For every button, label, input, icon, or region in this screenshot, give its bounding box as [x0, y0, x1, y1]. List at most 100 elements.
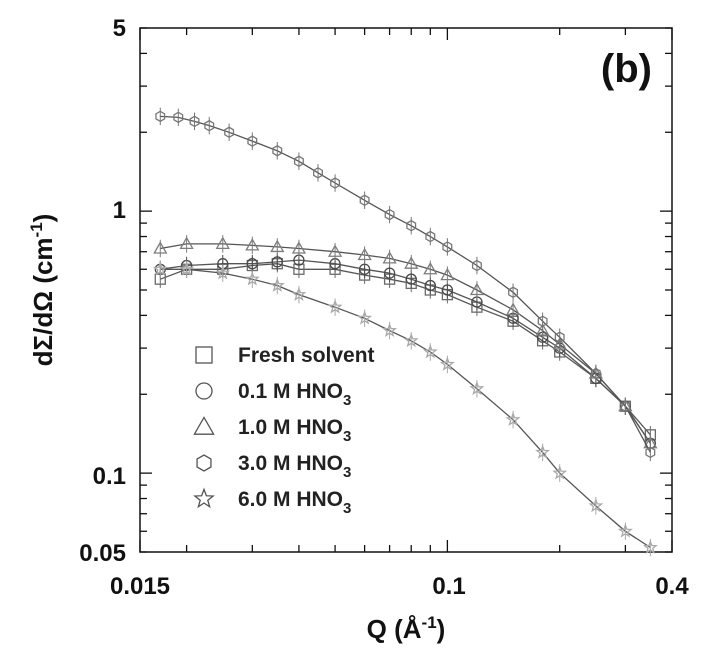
- data-point: [330, 177, 341, 189]
- data-point: [439, 356, 455, 371]
- legend-label-6.0m-main: 6.0 M HNO: [238, 488, 343, 511]
- data-point: [245, 238, 260, 251]
- series-triangle: [153, 235, 658, 453]
- data-point: [422, 344, 438, 359]
- data-point: [442, 241, 453, 253]
- data-point: [403, 332, 419, 348]
- legend-label-fresh: Fresh solvent: [238, 344, 375, 367]
- data-point: [588, 497, 604, 513]
- legend: Fresh solvent 0.1 M HNO3 1.0 M HNO3 3.0 …: [193, 344, 375, 517]
- data-point: [383, 267, 396, 279]
- fit-curve: [160, 263, 651, 436]
- data-point: [617, 523, 633, 538]
- data-point: [358, 263, 371, 275]
- data-point: [425, 230, 436, 243]
- y-axis-title-main: dΣ/dΩ (cm: [28, 237, 58, 366]
- legend-label-1.0m: 1.0 M HNO3: [238, 416, 351, 445]
- x-tick-label: 0.1: [432, 573, 465, 600]
- data-point: [535, 444, 551, 459]
- y-tick-label: 0.1: [93, 463, 126, 490]
- x-axis-title: Q (Å-1): [367, 613, 446, 644]
- y-tick-label: 1: [113, 197, 126, 224]
- data-point: [357, 247, 372, 261]
- data-point: [224, 126, 235, 139]
- legend-label-3.0m-main: 3.0 M HNO: [238, 452, 343, 475]
- fit-curve: [160, 115, 651, 453]
- legend-label-6.0m-sub: 3: [343, 500, 351, 517]
- data-point: [155, 110, 166, 123]
- fit-curve: [160, 268, 651, 549]
- legend-label-1.0m-sub: 3: [343, 428, 351, 445]
- data-point: [291, 241, 307, 254]
- data-point: [270, 239, 285, 253]
- data-point: [554, 331, 565, 344]
- legend-label-0.1m: 0.1 M HNO3: [238, 380, 351, 409]
- data-point: [423, 261, 438, 275]
- data-point: [313, 167, 323, 179]
- data-point: [173, 111, 184, 124]
- data-point: [359, 194, 370, 207]
- x-axis-title-end: ): [437, 614, 446, 644]
- axis-ticks: [139, 27, 673, 553]
- data-point: [327, 244, 343, 257]
- chart-marks: [152, 107, 658, 557]
- data-point: [469, 282, 485, 296]
- legend-symbol-square: [195, 346, 213, 364]
- legend-label-3.0m-sub: 3: [343, 464, 351, 481]
- data-point: [590, 367, 601, 380]
- x-tick-label: 0.015: [110, 573, 170, 600]
- data-point: [505, 411, 521, 427]
- data-point: [382, 322, 398, 337]
- data-point: [152, 261, 168, 276]
- legend-symbol-hexagon: [196, 454, 212, 472]
- data-point: [424, 279, 436, 292]
- data-point: [537, 315, 548, 327]
- data-point: [247, 135, 258, 147]
- data-point: [441, 284, 454, 296]
- data-point: [215, 236, 230, 250]
- data-point: [382, 251, 397, 264]
- data-point: [153, 241, 168, 254]
- data-point: [291, 286, 307, 302]
- legend-symbol-star: [193, 487, 215, 509]
- y-axis-title-sup: -1: [27, 222, 46, 237]
- y-axis-title-end: ): [28, 214, 58, 223]
- fit-curve: [160, 259, 651, 444]
- data-point: [535, 323, 550, 336]
- legend-symbols: [193, 346, 215, 509]
- data-point: [620, 400, 631, 413]
- data-point: [204, 119, 215, 132]
- series-star: [152, 260, 658, 557]
- data-point: [293, 155, 304, 168]
- data-point: [405, 273, 417, 285]
- data-point: [645, 446, 656, 459]
- data-point: [471, 259, 482, 272]
- data-point: [244, 271, 260, 286]
- x-axis-title-main: Q (Å: [367, 614, 422, 644]
- legend-label-1.0m-main: 1.0 M HNO: [238, 416, 343, 439]
- y-tick-label: 5: [113, 15, 126, 42]
- fit-curve: [160, 243, 651, 444]
- data-point: [552, 465, 568, 480]
- x-tick-label: 0.4: [655, 573, 689, 600]
- y-tick-label: 0.05: [79, 540, 126, 567]
- data-point: [406, 219, 417, 232]
- legend-label-0.1m-sub: 3: [343, 392, 351, 409]
- legend-symbol-triangle: [193, 416, 215, 435]
- plot-frame: [139, 27, 673, 553]
- series-circle: [154, 251, 657, 453]
- data-point: [384, 208, 395, 221]
- data-point: [179, 261, 195, 276]
- data-point: [642, 539, 658, 554]
- data-point: [508, 286, 519, 299]
- legend-symbol-circle: [195, 382, 213, 400]
- series-square: [154, 254, 657, 444]
- y-axis-title: dΣ/dΩ (cm-1): [27, 214, 58, 367]
- legend-label-3.0m: 3.0 M HNO3: [238, 452, 351, 481]
- data-point: [272, 144, 283, 157]
- data-point: [552, 337, 567, 350]
- legend-label-6.0m: 6.0 M HNO3: [238, 488, 351, 517]
- data-point: [215, 265, 231, 280]
- legend-label-0.1m-main: 0.1 M HNO: [238, 380, 343, 403]
